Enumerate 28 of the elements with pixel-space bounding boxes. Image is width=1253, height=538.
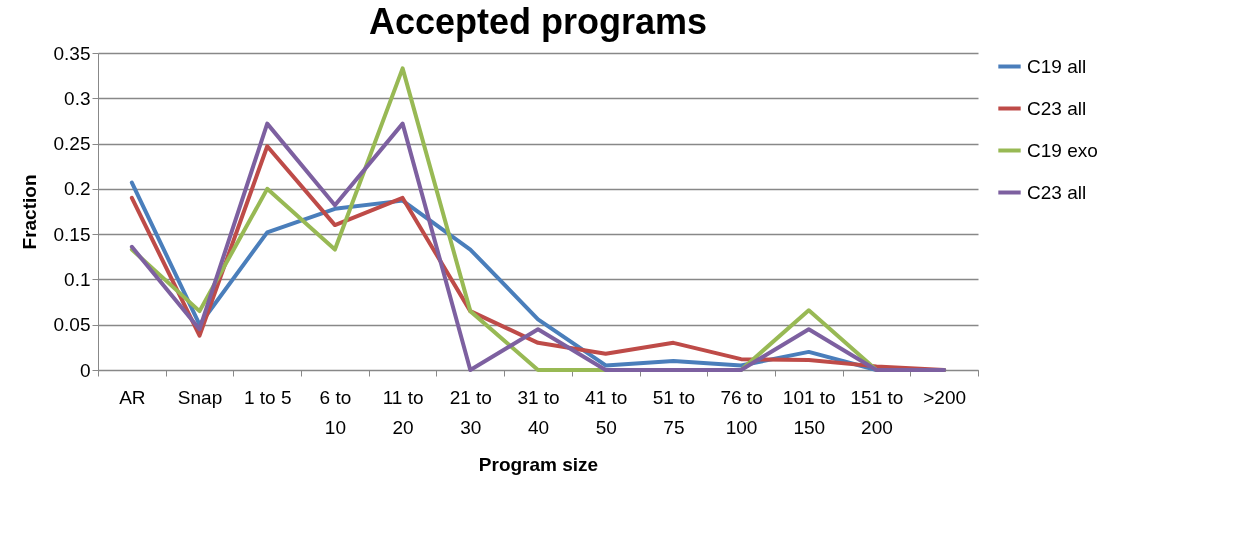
x-tick-label: 51 to 75	[652, 386, 696, 438]
y-tick-label: 0	[79, 359, 91, 381]
y-tick-label: 0.35	[53, 42, 91, 64]
x-tick-label: AR	[119, 386, 146, 408]
x-tick-label: 101 to 150	[782, 386, 836, 438]
x-tick-label: 41 to 50	[585, 386, 628, 438]
y-axis-title: Fraction	[18, 174, 40, 250]
y-tick-label: 0.1	[64, 268, 91, 290]
x-tick-label: >200	[923, 386, 967, 408]
x-tick-label: 31 to 40	[517, 386, 560, 438]
legend-label: C19 all	[1027, 55, 1087, 77]
legend-label: C23 all	[1027, 181, 1087, 203]
y-tick-label: 0.05	[53, 314, 91, 336]
x-tick-label: 151 to 200	[850, 386, 904, 438]
legend-label: C19 exo	[1027, 139, 1098, 161]
legend-label: C23 all	[1027, 97, 1087, 119]
x-tick-label: 1 to 5	[243, 386, 292, 408]
x-tick-label: Snap	[177, 386, 223, 408]
y-tick-label: 0.25	[53, 133, 91, 155]
y-tick-label: 0.2	[64, 178, 91, 200]
x-tick-label: 11 to 20	[382, 386, 424, 438]
x-tick-label: 6 to 10	[319, 386, 352, 438]
chart-title: Accepted programs	[368, 1, 708, 42]
x-axis-title: Program size	[478, 453, 599, 475]
y-tick-label: 0.15	[53, 223, 91, 245]
x-tick-label: 21 to 30	[449, 386, 492, 438]
y-tick-label: 0.3	[64, 87, 91, 109]
x-tick-label: 76 to 100	[720, 386, 763, 438]
